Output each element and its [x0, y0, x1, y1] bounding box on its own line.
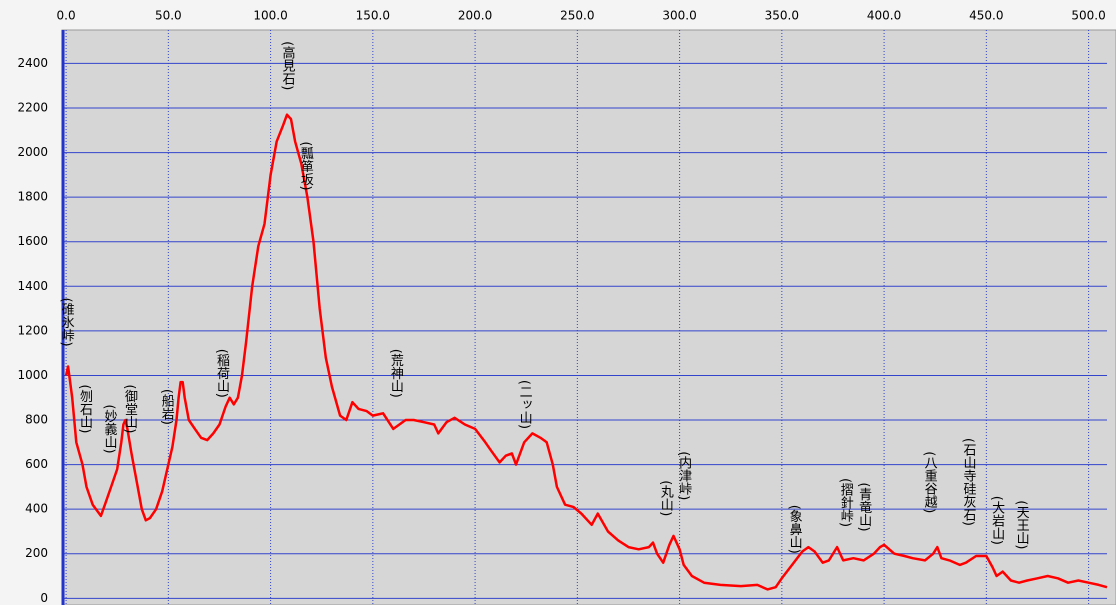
x-tick-label: 0.0 [57, 9, 76, 23]
y-tick-label: 800 [25, 413, 48, 427]
y-tick-label: 1600 [17, 234, 48, 248]
y-tick-label: 400 [25, 502, 48, 516]
annotation: (大岩山) [989, 496, 1005, 545]
annotation: (碓氷峠) [59, 297, 75, 346]
annotation: (青竜山) [856, 482, 872, 531]
annotation: (丸山) [658, 480, 674, 516]
annotation: (船岩) [159, 389, 175, 425]
y-tick-label: 1400 [17, 279, 48, 293]
y-tick-label: 600 [25, 457, 48, 471]
y-tick-label: 1200 [17, 323, 48, 337]
y-tick-label: 200 [25, 546, 48, 560]
plot-area [61, 29, 1116, 605]
annotation: (高見石) [279, 41, 295, 90]
annotation: (摺針峠) [838, 478, 854, 527]
x-tick-label: 50.0 [155, 9, 182, 23]
annotation: (石山寺硅灰石) [960, 438, 976, 526]
annotation: (象鼻山) [787, 505, 803, 554]
elevation-line [64, 113, 1108, 591]
annotation: (八重谷越) [922, 451, 938, 513]
y-tick-label: 2400 [17, 56, 48, 70]
annotation: (二ッ山) [517, 380, 533, 429]
y-tick-label: 2200 [17, 101, 48, 115]
annotation: (妙義山) [102, 404, 118, 453]
annotation: (瓢箪坂) [298, 141, 314, 190]
y-tick-label: 0 [40, 591, 48, 605]
y-tick-label: 2000 [17, 145, 48, 159]
y-tick-label: 1800 [17, 190, 48, 204]
annotation: (稲荷山) [214, 349, 230, 398]
y-tick-label: 1000 [17, 368, 48, 382]
x-tick-label: 450.0 [969, 9, 1003, 23]
x-tick-label: 200.0 [458, 9, 492, 23]
annotation: (御堂山) [122, 384, 138, 433]
x-tick-label: 400.0 [867, 9, 901, 23]
x-tick-label: 300.0 [662, 9, 696, 23]
x-tick-label: 350.0 [765, 9, 799, 23]
x-tick-label: 500.0 [1071, 9, 1105, 23]
annotation: (刎石山) [77, 384, 93, 433]
x-tick-label: 100.0 [253, 9, 287, 23]
x-tick-label: 250.0 [560, 9, 594, 23]
annotation: (内津峠) [676, 451, 692, 500]
x-tick-label: 150.0 [356, 9, 390, 23]
annotation: (荒神山) [388, 349, 404, 398]
annotation: (天王山) [1014, 500, 1030, 549]
